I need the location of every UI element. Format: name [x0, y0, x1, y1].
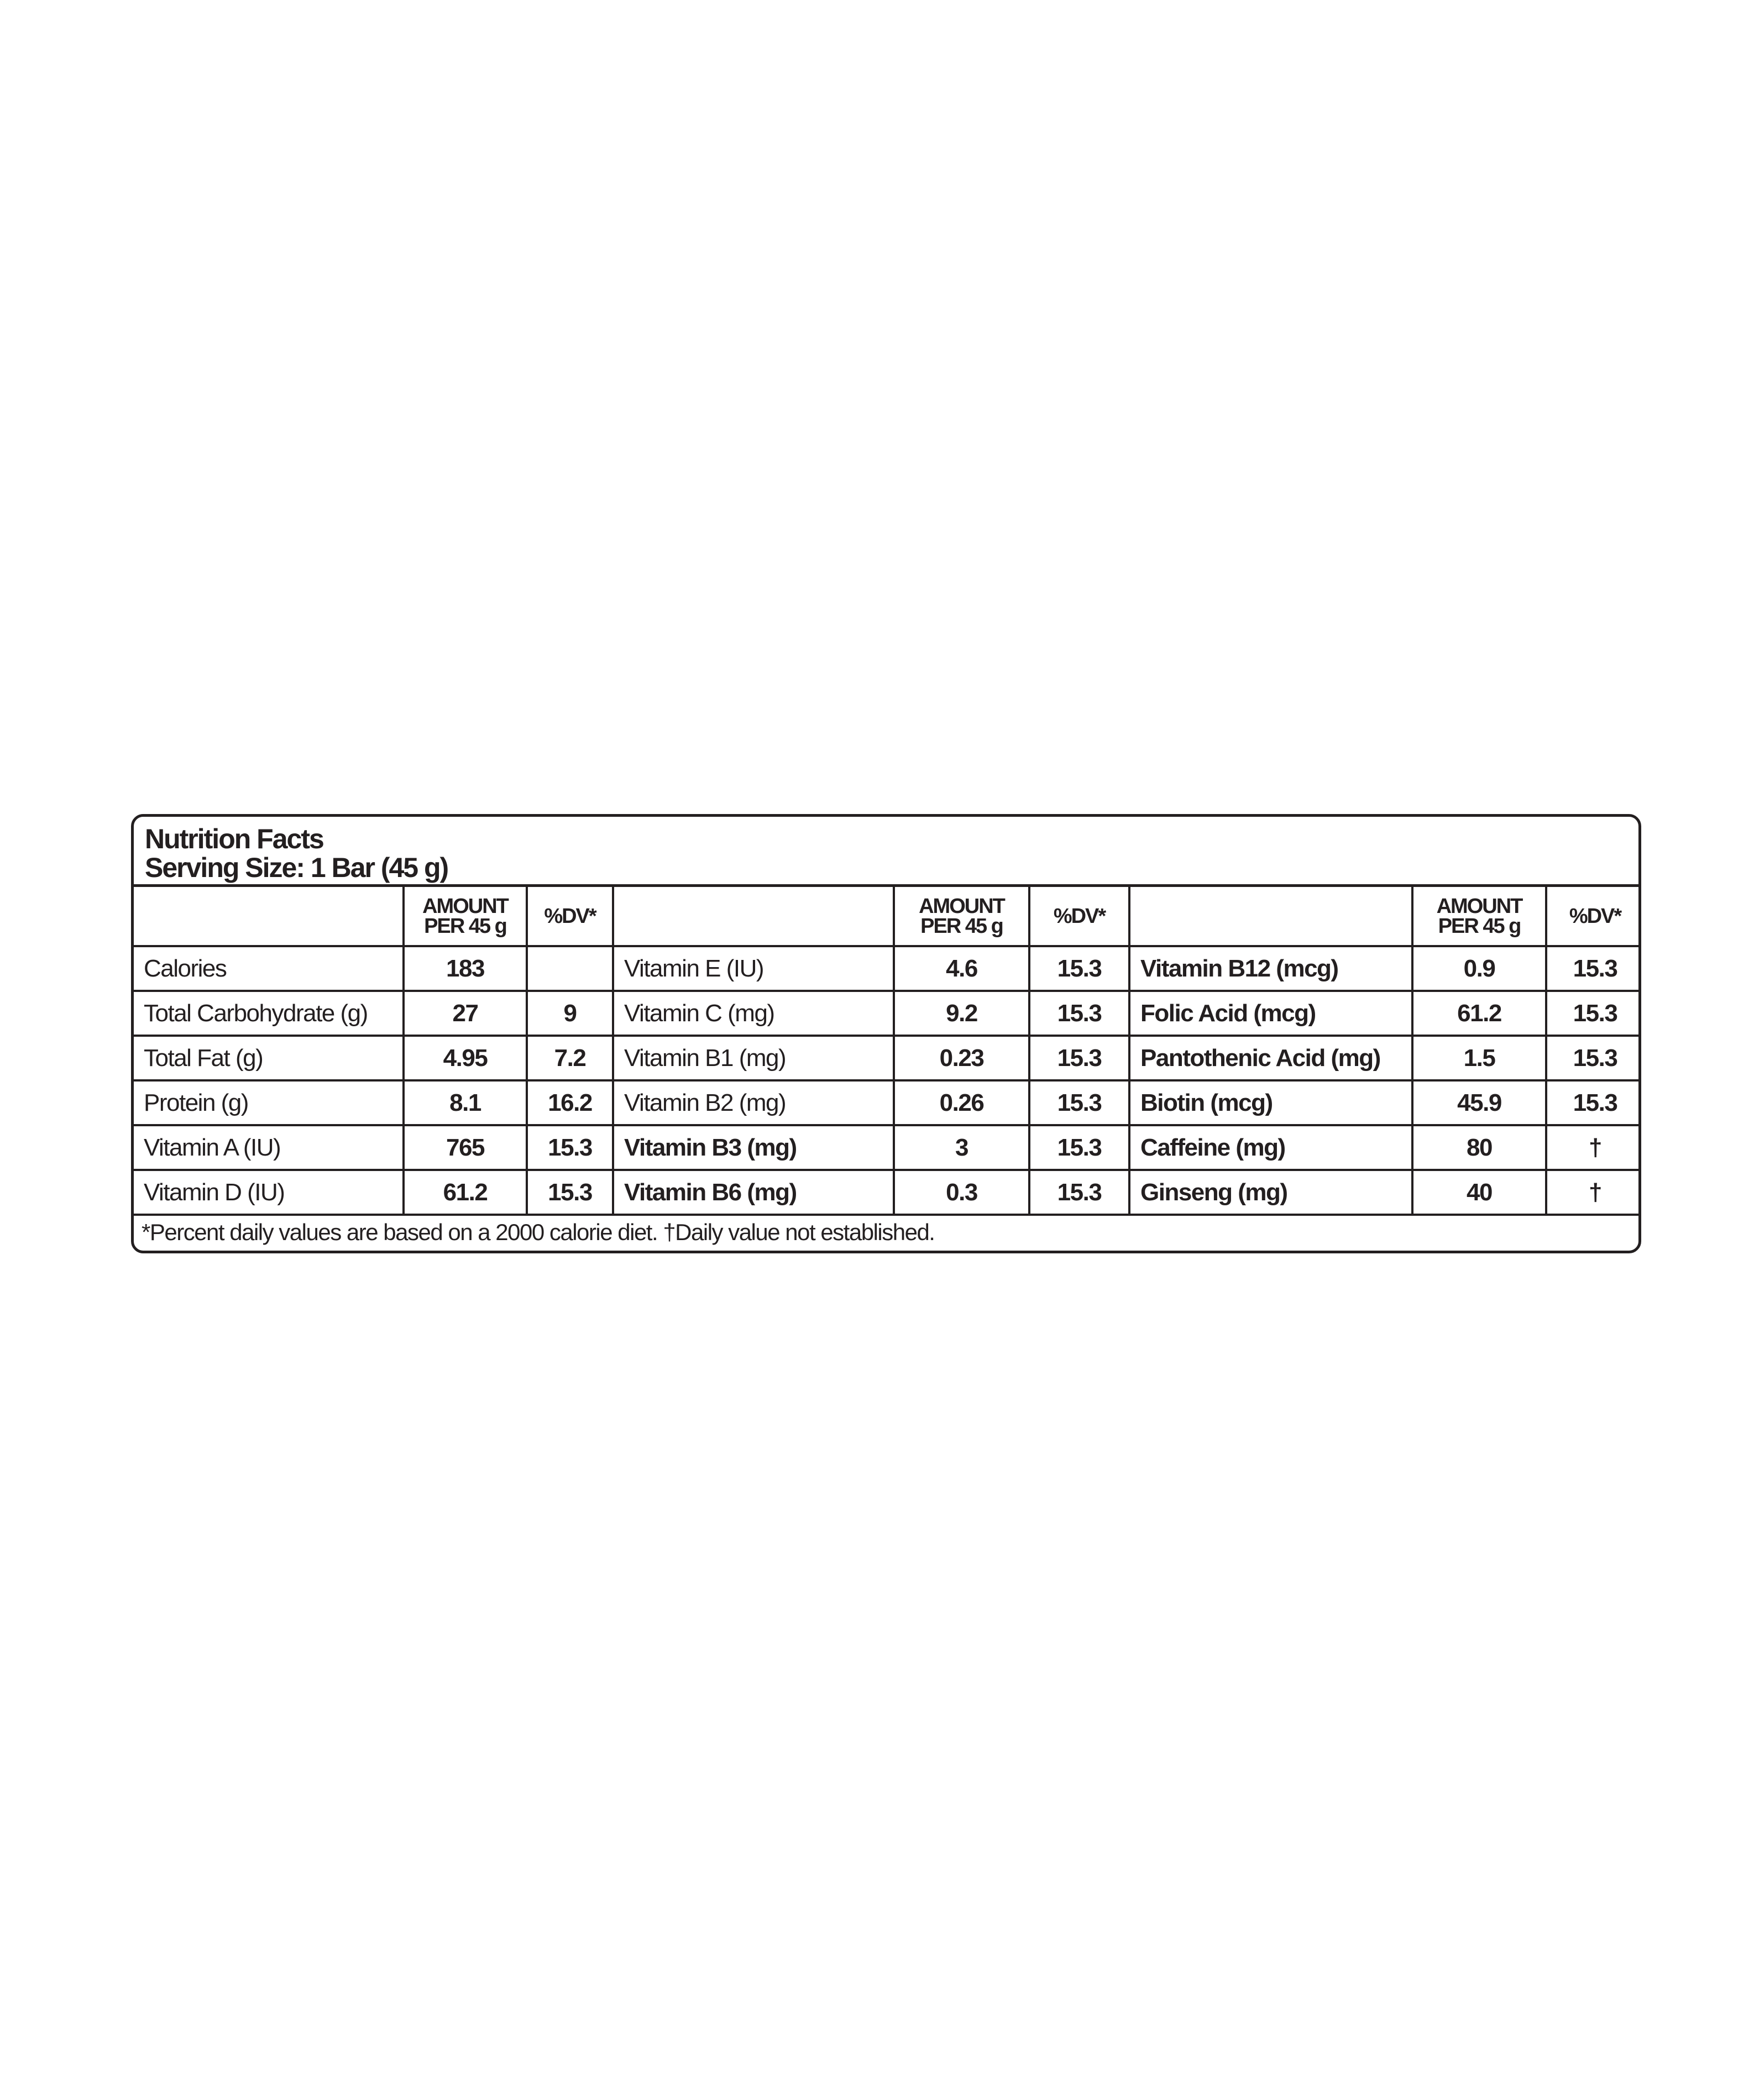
panel-title: Nutrition Facts	[145, 823, 324, 854]
nutrient-dv: 15.3	[1545, 990, 1638, 1037]
nutrient-amount: 1.5	[1411, 1035, 1547, 1082]
nutrient-amount: 61.2	[402, 1169, 528, 1216]
nutrient-name: Vitamin E (IU)	[612, 945, 895, 992]
nutrition-table: AMOUNT PER 45 g %DV* AMOUNT PER 45 g %DV* AMOU…	[134, 887, 1638, 1216]
amount-header: AMOUNT PER 45 g	[1411, 887, 1547, 947]
nutrient-name: Protein (g)	[134, 1079, 405, 1126]
dv-header: %DV*	[1545, 887, 1638, 947]
amount-header: AMOUNT PER 45 g	[402, 887, 528, 947]
table-row: Vitamin D (IU) 61.2 15.3 Vitamin B6 (mg) 0.3…	[134, 1169, 1638, 1216]
title-block: Nutrition Facts Serving Size: 1 Bar (45 …	[134, 817, 1638, 887]
table-row: Calories 183 Vitamin E (IU) 4.6 15.3 Vitamin …	[134, 945, 1638, 992]
nutrient-amount: 27	[402, 990, 528, 1037]
nutrient-name: Vitamin D (IU)	[134, 1169, 405, 1216]
nutrient-amount: 4.6	[893, 945, 1030, 992]
nutrient-dv: 15.3	[1028, 990, 1130, 1037]
nutrient-dv: †	[1545, 1124, 1638, 1171]
nutrient-dv: 15.3	[1028, 945, 1130, 992]
nutrient-header-blank	[1128, 887, 1413, 947]
nutrient-name: Total Fat (g)	[134, 1035, 405, 1082]
nutrient-name: Ginseng (mg)	[1128, 1169, 1413, 1216]
nutrient-dv: 15.3	[526, 1169, 614, 1216]
nutrient-dv: 15.3	[1545, 1079, 1638, 1126]
nutrient-dv: 15.3	[1028, 1079, 1130, 1126]
nutrient-dv: 15.3	[1545, 945, 1638, 992]
nutrient-dv: 15.3	[1028, 1124, 1130, 1171]
nutrient-name: Pantothenic Acid (mg)	[1128, 1035, 1413, 1082]
nutrient-dv: 7.2	[526, 1035, 614, 1082]
footnote: *Percent daily values are based on a 200…	[142, 1219, 935, 1245]
table-row: Protein (g) 8.1 16.2 Vitamin B2 (mg) 0.26 15.…	[134, 1079, 1638, 1126]
nutrient-name: Vitamin A (IU)	[134, 1124, 405, 1171]
nutrient-amount: 3	[893, 1124, 1030, 1171]
nutrient-amount: 4.95	[402, 1035, 528, 1082]
nutrient-name: Folic Acid (mcg)	[1128, 990, 1413, 1037]
nutrient-name: Vitamin B6 (mg)	[612, 1169, 895, 1216]
nutrient-amount: 765	[402, 1124, 528, 1171]
table-row: Vitamin A (IU) 765 15.3 Vitamin B3 (mg) 3 15.…	[134, 1124, 1638, 1171]
nutrient-name: Caffeine (mg)	[1128, 1124, 1413, 1171]
nutrient-amount: 183	[402, 945, 528, 992]
nutrient-dv: 15.3	[1028, 1169, 1130, 1216]
nutrient-name: Vitamin B3 (mg)	[612, 1124, 895, 1171]
nutrient-dv	[526, 945, 614, 992]
nutrient-amount: 0.3	[893, 1169, 1030, 1216]
nutrient-dv: 15.3	[1545, 1035, 1638, 1082]
nutrient-dv: 9	[526, 990, 614, 1037]
nutrient-dv: †	[1545, 1169, 1638, 1216]
column-header-row: AMOUNT PER 45 g %DV* AMOUNT PER 45 g %DV* AMOU…	[134, 887, 1638, 947]
serving-size: Serving Size: 1 Bar (45 g)	[145, 852, 449, 883]
amount-header-line: AMOUNT	[1436, 894, 1523, 918]
amount-header-line: AMOUNT	[422, 894, 509, 918]
nutrient-amount: 45.9	[1411, 1079, 1547, 1126]
nutrient-name: Total Carbohydrate (g)	[134, 990, 405, 1037]
nutrient-name: Vitamin B2 (mg)	[612, 1079, 895, 1126]
table-row: Total Carbohydrate (g) 27 9 Vitamin C (mg) 9…	[134, 990, 1638, 1037]
nutrient-dv: 15.3	[526, 1124, 614, 1171]
nutrient-amount: 0.26	[893, 1079, 1030, 1126]
nutrient-dv: 15.3	[1028, 1035, 1130, 1082]
nutrient-amount: 0.23	[893, 1035, 1030, 1082]
nutrient-amount: 61.2	[1411, 990, 1547, 1037]
nutrient-name: Vitamin B12 (mcg)	[1128, 945, 1413, 992]
nutrient-dv: 16.2	[526, 1079, 614, 1126]
amount-header-line: PER 45 g	[1438, 914, 1522, 938]
nutrient-name: Vitamin B1 (mg)	[612, 1035, 895, 1082]
amount-header-line: PER 45 g	[424, 914, 507, 938]
amount-header: AMOUNT PER 45 g	[893, 887, 1030, 947]
nutrition-facts-panel: Nutrition Facts Serving Size: 1 Bar (45 …	[131, 814, 1641, 1253]
nutrient-amount: 40	[1411, 1169, 1547, 1216]
amount-header-line: PER 45 g	[920, 914, 1004, 938]
nutrient-amount: 9.2	[893, 990, 1030, 1037]
dv-header: %DV*	[1028, 887, 1130, 947]
amount-header-line: AMOUNT	[919, 894, 1006, 918]
nutrient-header-blank	[134, 887, 405, 947]
nutrient-header-blank	[612, 887, 895, 947]
nutrient-name: Vitamin C (mg)	[612, 990, 895, 1037]
nutrient-amount: 0.9	[1411, 945, 1547, 992]
nutrient-amount: 8.1	[402, 1079, 528, 1126]
nutrient-name: Calories	[134, 945, 405, 992]
nutrient-amount: 80	[1411, 1124, 1547, 1171]
nutrient-name: Biotin (mcg)	[1128, 1079, 1413, 1126]
table-row: Total Fat (g) 4.95 7.2 Vitamin B1 (mg) 0.23 1…	[134, 1035, 1638, 1082]
dv-header: %DV*	[526, 887, 614, 947]
